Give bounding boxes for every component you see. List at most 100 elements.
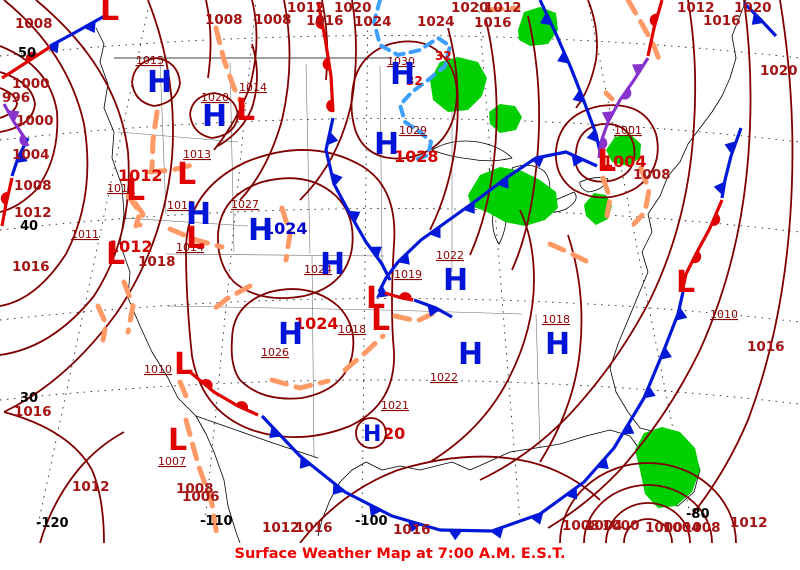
warm-front-line: [316, 1, 335, 113]
trough-line: [149, 109, 160, 171]
isobar-line: [583, 484, 713, 543]
pressure-label: 1008: [562, 518, 600, 534]
front-semicircle-marker: [649, 13, 659, 27]
trough-line: [132, 200, 146, 228]
front-triangle-marker: [530, 156, 545, 168]
front-semicircle-marker: [398, 292, 412, 300]
pressure-label: 1020: [451, 0, 489, 16]
isobar-line: [217, 43, 258, 147]
isobar-line: [554, 104, 659, 199]
front-semicircle-marker: [691, 250, 702, 264]
trough-line: [269, 377, 331, 391]
front-triangle-marker: [397, 252, 410, 265]
front-triangle-marker: [659, 346, 672, 360]
front-triangle-marker: [376, 285, 389, 298]
front-triangle-marker: [632, 63, 645, 76]
high-pressure-symbol: H: [545, 327, 570, 362]
front-triangle-marker: [675, 307, 688, 321]
isobar-line: [217, 177, 354, 299]
front-triangle-marker: [572, 89, 585, 103]
low-pressure-symbol: L: [126, 173, 145, 208]
center-pressure-label: 1007: [158, 455, 186, 468]
high-pressure-symbol: H: [443, 263, 468, 298]
trough-line: [147, 161, 199, 175]
fronts-layer: [0, 0, 778, 541]
trough-line: [600, 175, 613, 219]
isobar-line: [429, 27, 459, 231]
isobar-line: [539, 234, 583, 463]
pressure-label: 1008: [14, 178, 52, 194]
pressure-label: 1012: [262, 520, 300, 536]
front-triangle-marker: [269, 426, 282, 439]
pressure-label: 1016: [703, 13, 741, 29]
center-pressure-label: 1022: [436, 249, 464, 262]
pressure-label: 1016: [393, 522, 431, 538]
low-pressure-symbol: L: [174, 347, 193, 382]
pressure-label: 1028: [394, 147, 439, 166]
high-pressure-symbol: H: [458, 337, 483, 372]
pressure-label: 1016: [474, 15, 512, 31]
pressure-label: 1000: [645, 520, 683, 536]
center-pressure-label: 1011: [107, 182, 135, 195]
pressure-label: 1020: [760, 63, 798, 79]
trough-line: [95, 303, 109, 343]
front-semicircle-marker: [322, 57, 331, 71]
pressure-label: 1004: [602, 152, 647, 171]
front-semicircle-marker: [19, 134, 30, 147]
front-semicircle-marker: [235, 401, 249, 411]
high-pressure-symbol: H: [374, 127, 399, 162]
low-pressure-symbol: L: [186, 221, 205, 256]
pressure-label: 1000: [602, 518, 640, 534]
pressure-label: 1008: [176, 481, 214, 497]
coordinate-label: 50: [18, 46, 36, 61]
pressure-label: 1016: [12, 259, 50, 275]
pressure-label: 1000: [16, 113, 54, 129]
low-pressure-symbol: L: [236, 93, 255, 128]
coordinate-label: -80: [686, 507, 710, 522]
pressure-label: 1012: [72, 479, 110, 495]
isobar-line: [479, 0, 697, 481]
front-triangle-marker: [332, 482, 345, 495]
temperature-label: 32: [435, 49, 452, 63]
center-pressure-label: 1010: [144, 363, 172, 376]
pressure-label: 1024: [354, 14, 392, 30]
pressure-label: 1008: [683, 520, 721, 536]
front-triangle-marker: [46, 41, 60, 54]
coordinate-label: -100: [355, 514, 388, 529]
center-pressure-label: 1024: [304, 263, 332, 276]
center-pressure-label: 1021: [381, 399, 409, 412]
isobar-line: [350, 40, 458, 160]
warm-front-line: [1, 45, 51, 80]
isobar-line: [605, 502, 691, 543]
low-pressure-symbol: L: [106, 237, 125, 272]
isobar-line: [185, 149, 396, 439]
pressure-label: 1008: [254, 12, 292, 28]
isobar-line: [511, 15, 540, 271]
isobar-line: [547, 0, 752, 529]
front-semicircle-marker: [600, 136, 608, 150]
pressure-label: 1004: [12, 147, 50, 163]
pressure-label: 1024: [417, 14, 455, 30]
center-pressure-label: 1030: [387, 55, 415, 68]
pressure-label: 1004: [585, 518, 623, 534]
front-triangle-marker: [490, 526, 504, 539]
isobar-line: [299, 455, 601, 543]
high-pressure-symbol: H: [147, 65, 172, 100]
trough-line: [213, 25, 246, 109]
isobar-line: [189, 92, 239, 139]
front-triangle-marker: [369, 504, 382, 517]
isobar-ring: [355, 417, 387, 449]
front-triangle-marker: [369, 246, 382, 259]
center-pressure-label: 1027: [231, 198, 259, 211]
pressure-label: 1020: [734, 0, 772, 16]
pressure-label: 1012: [484, 0, 522, 16]
front-triangle-marker: [751, 12, 764, 25]
center-pressure-label: 1014: [239, 81, 267, 94]
front-semicircle-marker: [201, 378, 213, 390]
low-pressure-symbol: L: [177, 157, 196, 192]
lake-superior: [431, 140, 513, 162]
pressure-label: 1016: [295, 520, 333, 536]
isobar-line: [39, 431, 125, 543]
temperature-label: 32: [406, 74, 423, 88]
